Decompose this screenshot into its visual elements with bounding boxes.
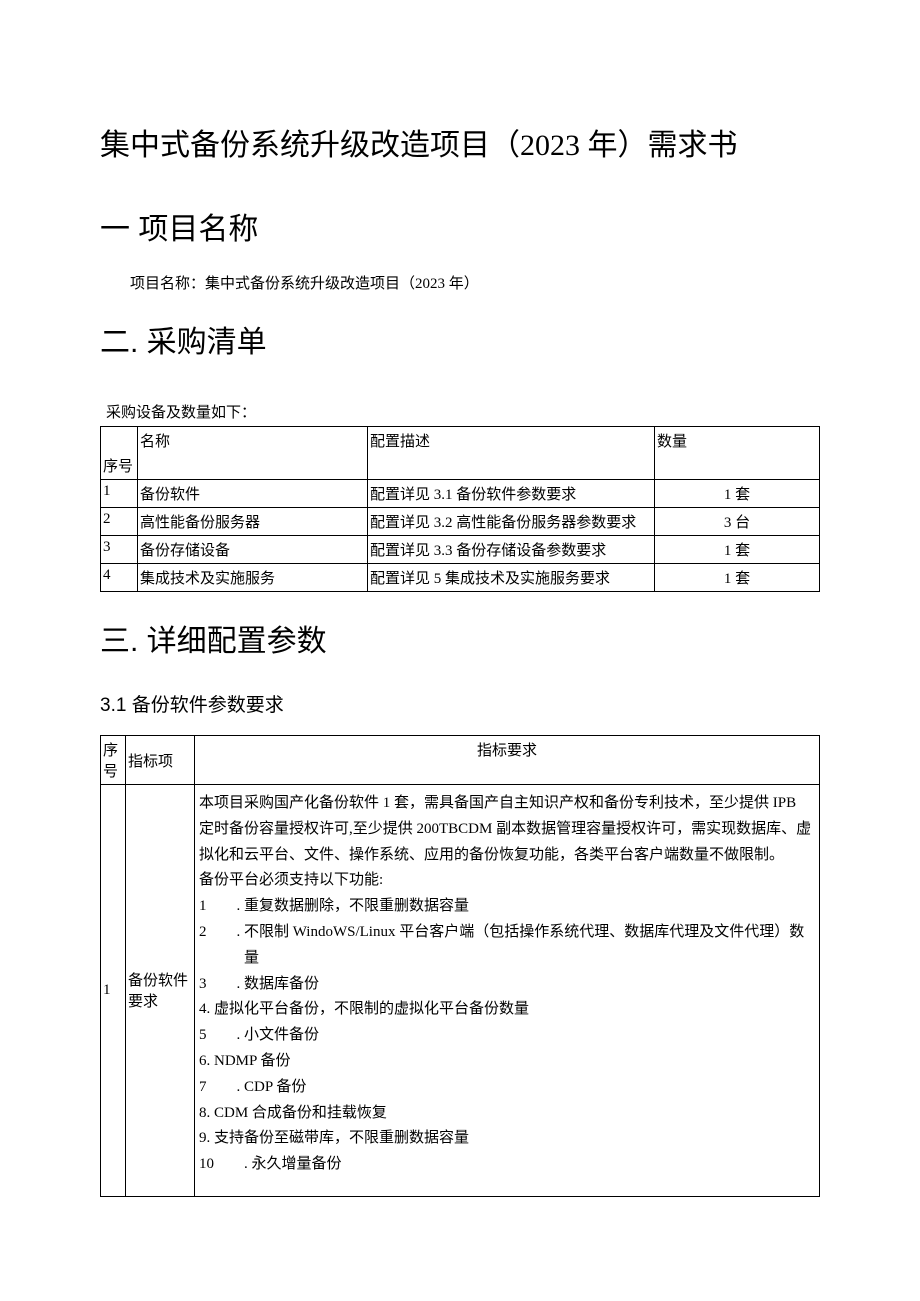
cell-desc: 配置详见 3.3 备份存储设备参数要求 <box>368 536 655 564</box>
section-1-heading: 一 项目名称 <box>100 204 820 248</box>
req-line: 9. 支持备份至磁带库，不限重删数据容量 <box>199 1126 815 1152</box>
cell-qty: 1 套 <box>655 564 820 592</box>
procurement-caption: 采购设备及数量如下： <box>100 401 820 422</box>
col-name: 名称 <box>138 427 368 480</box>
cell-desc: 配置详见 3.2 高性能备份服务器参数要求 <box>368 508 655 536</box>
table-row: 4 集成技术及实施服务 配置详见 5 集成技术及实施服务要求 1 套 <box>101 564 820 592</box>
section-3-heading: 三. 详细配置参数 <box>100 616 820 660</box>
cell-name: 备份软件 <box>138 480 368 508</box>
req-line: 1 . 重复数据删除，不限重删数据容量 <box>199 894 815 920</box>
req-line: 拟化和云平台、文件、操作系统、应用的备份恢复功能，各类平台客户端数量不做限制。 <box>199 843 815 869</box>
req-line: 本项目采购国产化备份软件 1 套，需具备国产自主知识产权和备份专利技术，至少提供… <box>199 791 815 817</box>
cell-qty: 1 套 <box>655 480 820 508</box>
cell-seq: 2 <box>101 508 138 536</box>
cell-req: 本项目采购国产化备份软件 1 套，需具备国产自主知识产权和备份专利技术，至少提供… <box>195 785 820 1197</box>
col-desc: 配置描述 <box>368 427 655 480</box>
req-line: 备份平台必须支持以下功能: <box>199 868 815 894</box>
req-line: 3 . 数据库备份 <box>199 972 815 998</box>
col-item: 指标项 <box>126 736 195 785</box>
col-seq: 序号 <box>101 427 138 480</box>
req-line: 2 . 不限制 WindoWS/Linux 平台客户端（包括操作系统代理、数据库… <box>199 920 815 946</box>
procurement-table: 序号 名称 配置描述 数量 1 备份软件 配置详见 3.1 备份软件参数要求 1… <box>100 426 820 592</box>
req-line: 6. NDMP 备份 <box>199 1049 815 1075</box>
cell-qty: 1 套 <box>655 536 820 564</box>
section-3-1-heading: 3.1 备份软件参数要求 <box>100 690 820 717</box>
cell-seq: 1 <box>101 480 138 508</box>
cell-item: 备份软件要求 <box>126 785 195 1197</box>
req-line: 8. CDM 合成备份和挂载恢复 <box>199 1101 815 1127</box>
project-name-line: 项目名称：集中式备份系统升级改造项目（2023 年） <box>100 272 820 293</box>
req-line: 5 . 小文件备份 <box>199 1023 815 1049</box>
cell-desc: 配置详见 3.1 备份软件参数要求 <box>368 480 655 508</box>
req-line: 4. 虚拟化平台备份，不限制的虚拟化平台备份数量 <box>199 997 815 1023</box>
cell-qty: 3 台 <box>655 508 820 536</box>
section-2-heading: 二. 采购清单 <box>100 317 820 361</box>
document-title: 集中式备份系统升级改造项目（2023 年）需求书 <box>100 120 820 164</box>
table-header-row: 序号 名称 配置描述 数量 <box>101 427 820 480</box>
req-line: 量 <box>199 946 815 972</box>
cell-seq: 4 <box>101 564 138 592</box>
col-req: 指标要求 <box>195 736 820 785</box>
spec-table: 序号 指标项 指标要求 1 备份软件要求 本项目采购国产化备份软件 1 套，需具… <box>100 735 820 1197</box>
cell-desc: 配置详见 5 集成技术及实施服务要求 <box>368 564 655 592</box>
req-line: 10 . 永久增量备份 <box>199 1152 815 1178</box>
cell-name: 高性能备份服务器 <box>138 508 368 536</box>
cell-seq: 1 <box>101 785 126 1197</box>
table-row: 1 备份软件 配置详见 3.1 备份软件参数要求 1 套 <box>101 480 820 508</box>
cell-name: 备份存储设备 <box>138 536 368 564</box>
table-header-row: 序号 指标项 指标要求 <box>101 736 820 785</box>
col-qty: 数量 <box>655 427 820 480</box>
col-seq: 序号 <box>101 736 126 785</box>
page: 集中式备份系统升级改造项目（2023 年）需求书 一 项目名称 项目名称：集中式… <box>0 0 920 1257</box>
table-row: 1 备份软件要求 本项目采购国产化备份软件 1 套，需具备国产自主知识产权和备份… <box>101 785 820 1197</box>
cell-name: 集成技术及实施服务 <box>138 564 368 592</box>
cell-seq: 3 <box>101 536 138 564</box>
table-row: 3 备份存储设备 配置详见 3.3 备份存储设备参数要求 1 套 <box>101 536 820 564</box>
req-line: 定时备份容量授权许可,至少提供 200TBCDM 副本数据管理容量授权许可，需实… <box>199 817 815 843</box>
req-line: 7 . CDP 备份 <box>199 1075 815 1101</box>
table-row: 2 高性能备份服务器 配置详见 3.2 高性能备份服务器参数要求 3 台 <box>101 508 820 536</box>
